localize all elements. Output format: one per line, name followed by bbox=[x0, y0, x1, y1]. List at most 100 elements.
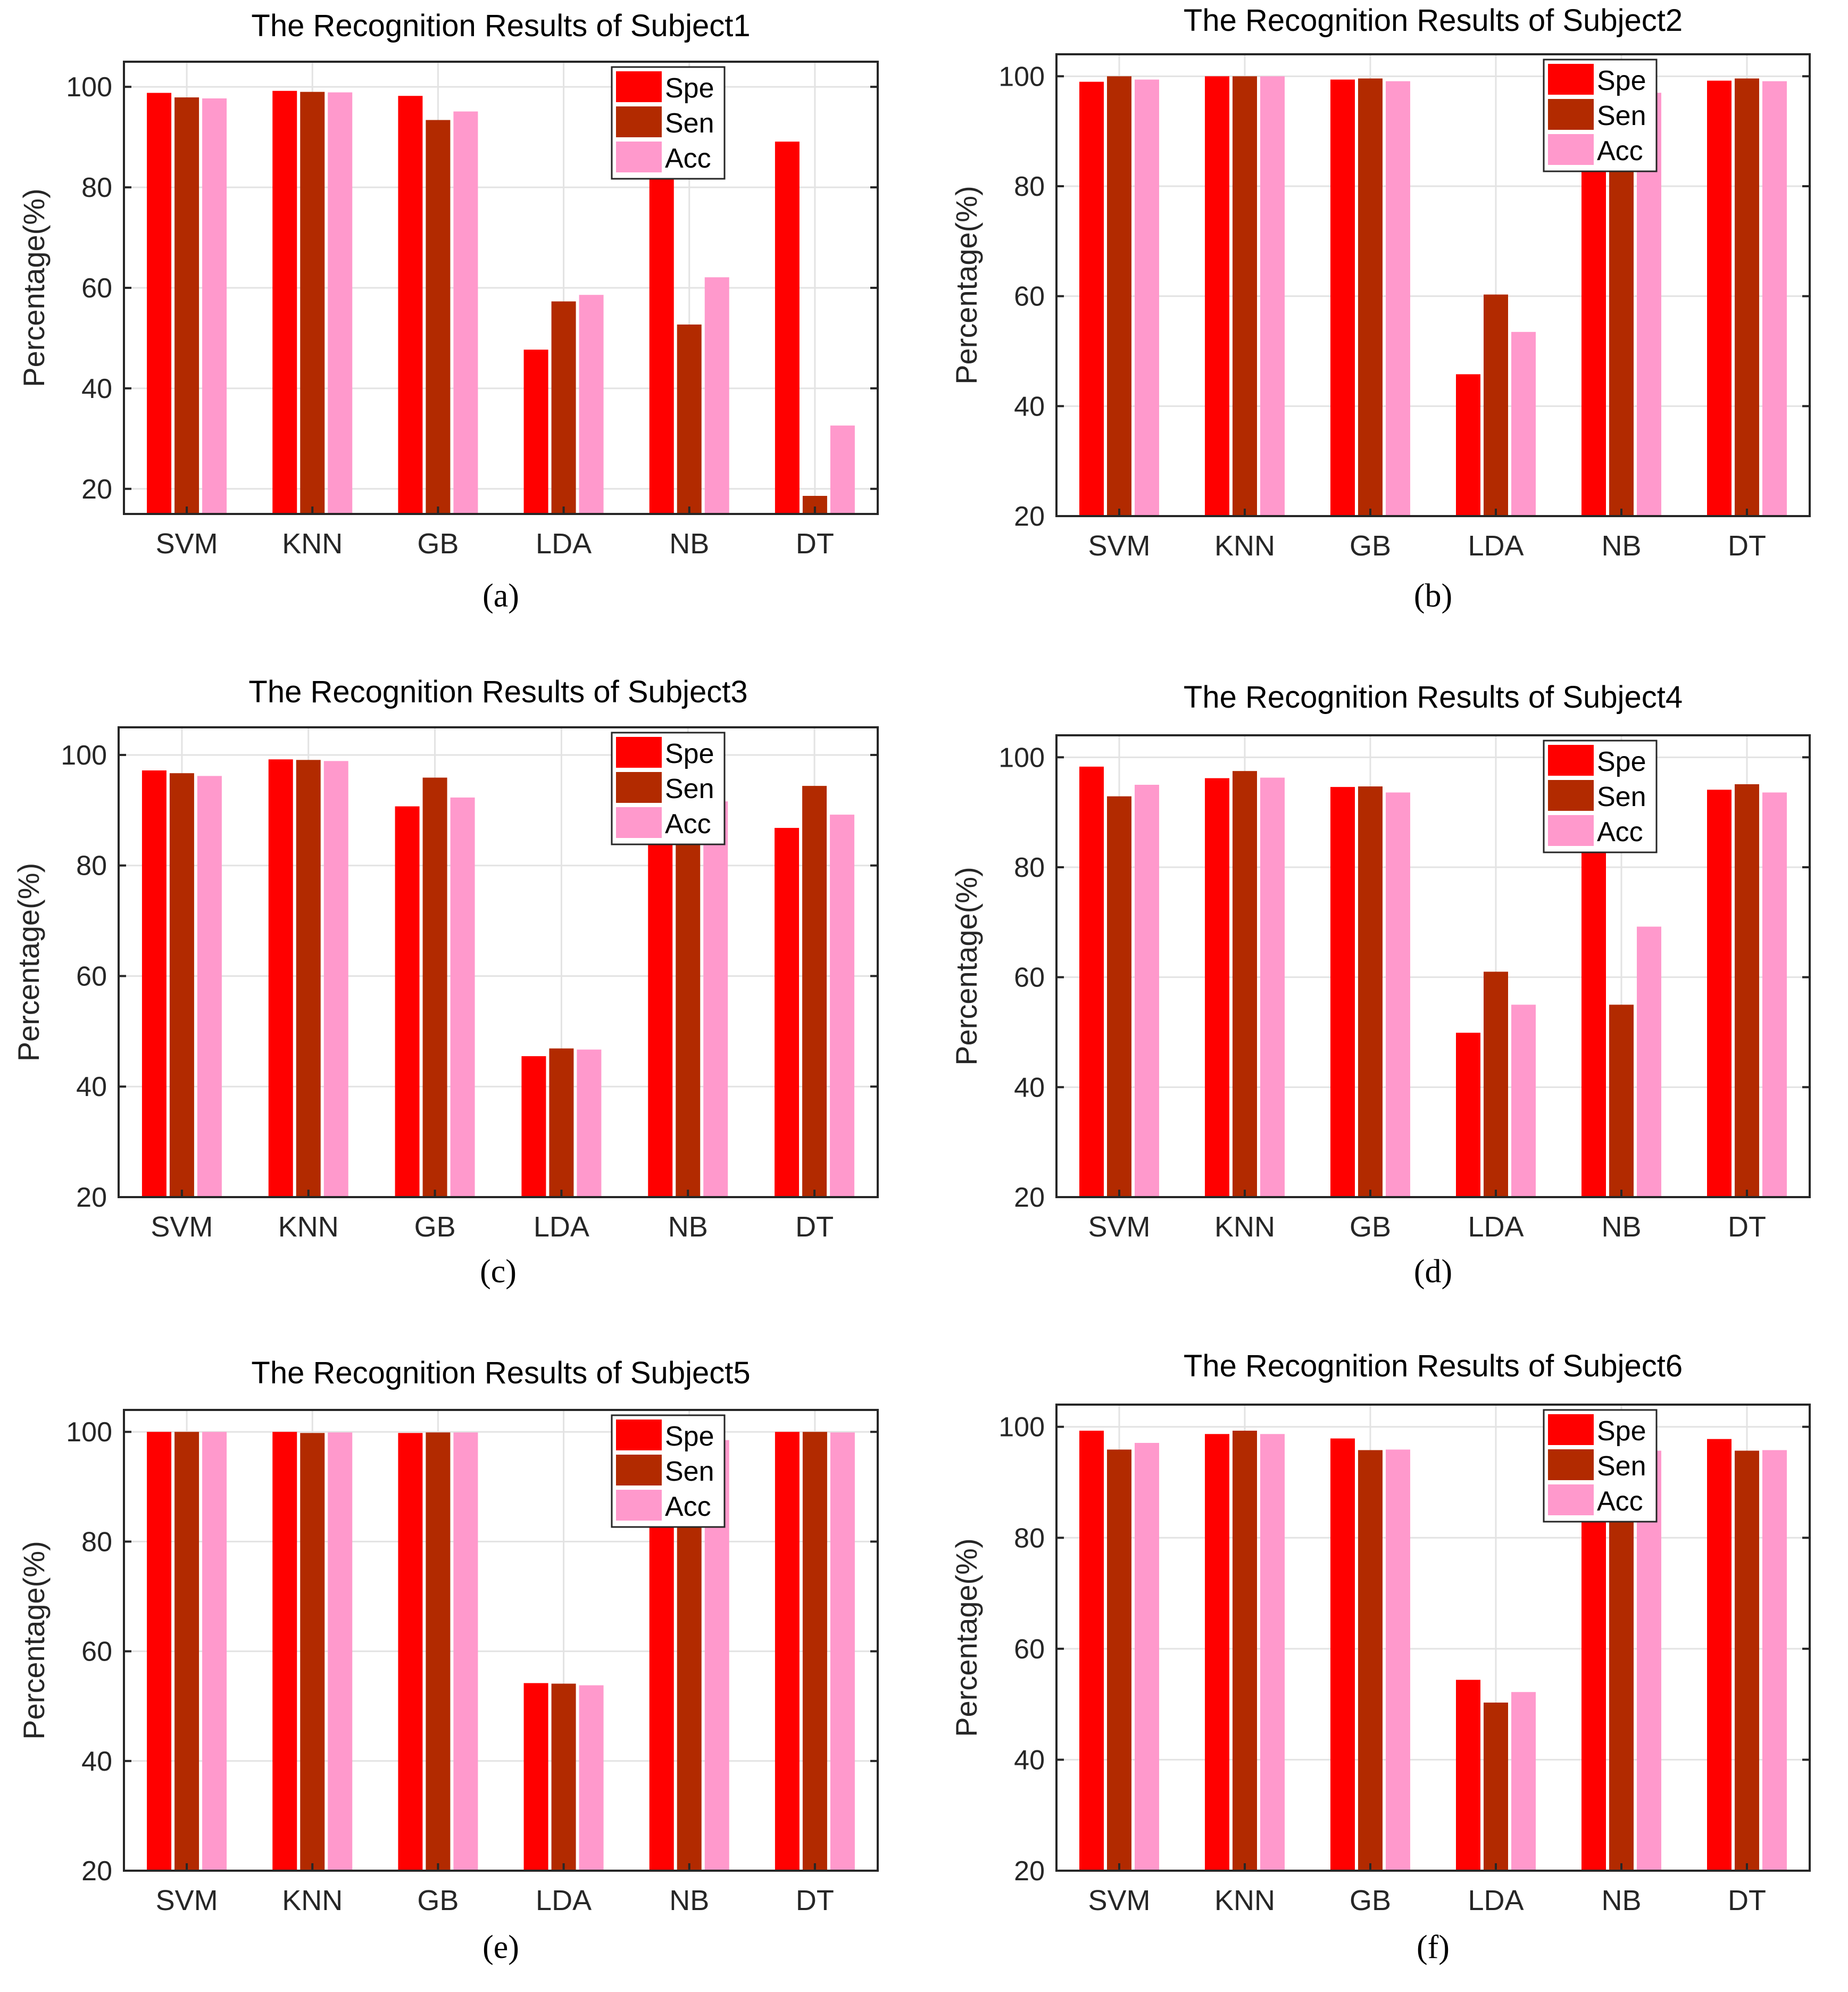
x-tick-label: GB bbox=[1350, 1885, 1391, 1916]
legend-label-sen: Sen bbox=[1597, 782, 1646, 812]
legend-swatch-spe bbox=[1548, 64, 1594, 95]
bar-spe-lda bbox=[523, 1683, 548, 1871]
bar-spe-nb bbox=[648, 825, 673, 1197]
x-tick-label: KNN bbox=[1214, 1211, 1275, 1243]
chart-title: The Recognition Results of Subject5 bbox=[251, 1356, 750, 1390]
legend-swatch-spe bbox=[616, 71, 662, 102]
bar-spe-nb bbox=[1581, 846, 1606, 1197]
y-tick-label: 40 bbox=[76, 1072, 107, 1102]
bar-acc-nb bbox=[1637, 926, 1661, 1197]
bar-acc-knn bbox=[1260, 777, 1285, 1197]
bar-acc-knn bbox=[1260, 1434, 1285, 1871]
legend-label-spe: Spe bbox=[1597, 746, 1646, 777]
y-axis-label: Percentage(%) bbox=[950, 867, 983, 1066]
bar-acc-knn bbox=[323, 761, 348, 1197]
bar-sen-dt bbox=[1735, 1450, 1759, 1871]
legend-swatch-sen bbox=[616, 1455, 662, 1485]
bar-sen-dt bbox=[1735, 78, 1759, 516]
chart-panel-4: 20 40 60 80 100 SVM KNN GB LDA NB DT The Recognitio… bbox=[950, 680, 1811, 1290]
bar-acc-svm bbox=[197, 776, 222, 1197]
y-tick-label: 80 bbox=[1014, 852, 1045, 883]
x-tick-label: KNN bbox=[282, 528, 343, 560]
x-tick-label: SVM bbox=[156, 1885, 218, 1916]
x-tick-label: KNN bbox=[278, 1211, 339, 1243]
bar-acc-gb bbox=[1386, 1449, 1410, 1871]
legend: Spe Sen Acc bbox=[1543, 59, 1658, 172]
chart-panel-2: 20 40 60 80 100 SVM KNN GB LDA NB DT The Recognitio… bbox=[950, 3, 1811, 614]
bar-spe-lda bbox=[1456, 1033, 1480, 1197]
y-tick-label: 80 bbox=[81, 172, 112, 203]
bar-acc-knn bbox=[328, 92, 353, 514]
x-tick-label: SVM bbox=[156, 528, 218, 560]
bar-sen-gb bbox=[422, 777, 447, 1197]
bar-sen-lda bbox=[1484, 1703, 1508, 1871]
y-axis-label: Percentage(%) bbox=[17, 1541, 51, 1740]
axes-box bbox=[123, 1409, 879, 1872]
bar-spe-svm bbox=[147, 93, 172, 514]
bar-sen-svm bbox=[1107, 1449, 1131, 1871]
y-tick-label: 80 bbox=[81, 1526, 112, 1557]
x-tick-label: SVM bbox=[1088, 1885, 1150, 1916]
y-tick-label: 80 bbox=[76, 851, 107, 882]
legend-swatch-acc bbox=[1548, 815, 1594, 846]
bar-spe-knn bbox=[272, 90, 297, 514]
chart-title: The Recognition Results of Subject6 bbox=[1184, 1349, 1683, 1383]
legend-label-acc: Acc bbox=[665, 1491, 711, 1522]
legend-label-spe: Spe bbox=[1597, 1416, 1646, 1447]
y-tick-label: 20 bbox=[1014, 501, 1045, 532]
bar-sen-gb bbox=[426, 1432, 451, 1871]
bar-spe-lda bbox=[521, 1056, 546, 1197]
y-axis-label: Percentage(%) bbox=[12, 863, 45, 1062]
y-tick-label: 60 bbox=[81, 273, 112, 304]
legend-label-spe: Spe bbox=[1597, 65, 1646, 96]
bar-sen-nb bbox=[677, 324, 702, 514]
y-tick-label: 100 bbox=[998, 1412, 1045, 1443]
x-tick-label: KNN bbox=[1214, 530, 1275, 562]
panel-label: (a) bbox=[482, 578, 519, 614]
y-tick-label: 100 bbox=[61, 740, 107, 771]
x-tick-label: SVM bbox=[1088, 1211, 1150, 1243]
bar-sen-knn bbox=[300, 92, 325, 514]
bar-sen-svm bbox=[169, 773, 194, 1197]
chart-title: The Recognition Results of Subject3 bbox=[248, 675, 747, 709]
bar-acc-svm bbox=[1135, 785, 1159, 1197]
legend: Spe Sen Acc bbox=[611, 732, 726, 845]
bar-acc-gb bbox=[1386, 792, 1410, 1197]
y-tick-label: 40 bbox=[81, 374, 112, 404]
legend-label-sen: Sen bbox=[665, 108, 714, 139]
chart-title: The Recognition Results of Subject2 bbox=[1184, 3, 1683, 38]
bar-sen-knn bbox=[296, 760, 321, 1197]
axes-box bbox=[1055, 53, 1811, 517]
legend-label-acc: Acc bbox=[665, 143, 711, 174]
legend-swatch-spe bbox=[616, 1420, 662, 1450]
y-tick-label: 100 bbox=[66, 1417, 112, 1448]
y-tick-label: 20 bbox=[1014, 1182, 1045, 1213]
bar-spe-gb bbox=[1330, 1438, 1355, 1871]
bar-acc-svm bbox=[202, 98, 227, 514]
x-tick-label: NB bbox=[669, 528, 709, 560]
x-tick-label: DT bbox=[1728, 1211, 1766, 1243]
bar-sen-lda bbox=[551, 1683, 576, 1871]
bar-sen-knn bbox=[300, 1433, 325, 1871]
x-tick-label: NB bbox=[1601, 1885, 1641, 1916]
x-tick-label: KNN bbox=[1214, 1885, 1275, 1916]
bar-acc-dt bbox=[830, 1432, 855, 1871]
legend-swatch-spe bbox=[1548, 745, 1594, 776]
bar-spe-dt bbox=[1707, 1439, 1732, 1871]
bar-spe-gb bbox=[1330, 79, 1355, 517]
bar-sen-lda bbox=[551, 301, 576, 514]
bar-acc-lda bbox=[577, 1049, 602, 1197]
bar-acc-gb bbox=[453, 1432, 478, 1871]
legend-label-spe: Spe bbox=[665, 1421, 714, 1452]
bar-spe-dt bbox=[1707, 80, 1732, 517]
bar-spe-knn bbox=[1205, 76, 1229, 517]
plot-area bbox=[1056, 735, 1810, 1197]
bar-acc-knn bbox=[328, 1432, 353, 1871]
axes-box bbox=[118, 726, 879, 1198]
bar-spe-dt bbox=[775, 1432, 800, 1871]
bar-sen-svm bbox=[174, 97, 199, 514]
legend-swatch-sen bbox=[1548, 99, 1594, 130]
bar-sen-dt bbox=[802, 1432, 827, 1871]
bar-sen-gb bbox=[1358, 786, 1383, 1197]
